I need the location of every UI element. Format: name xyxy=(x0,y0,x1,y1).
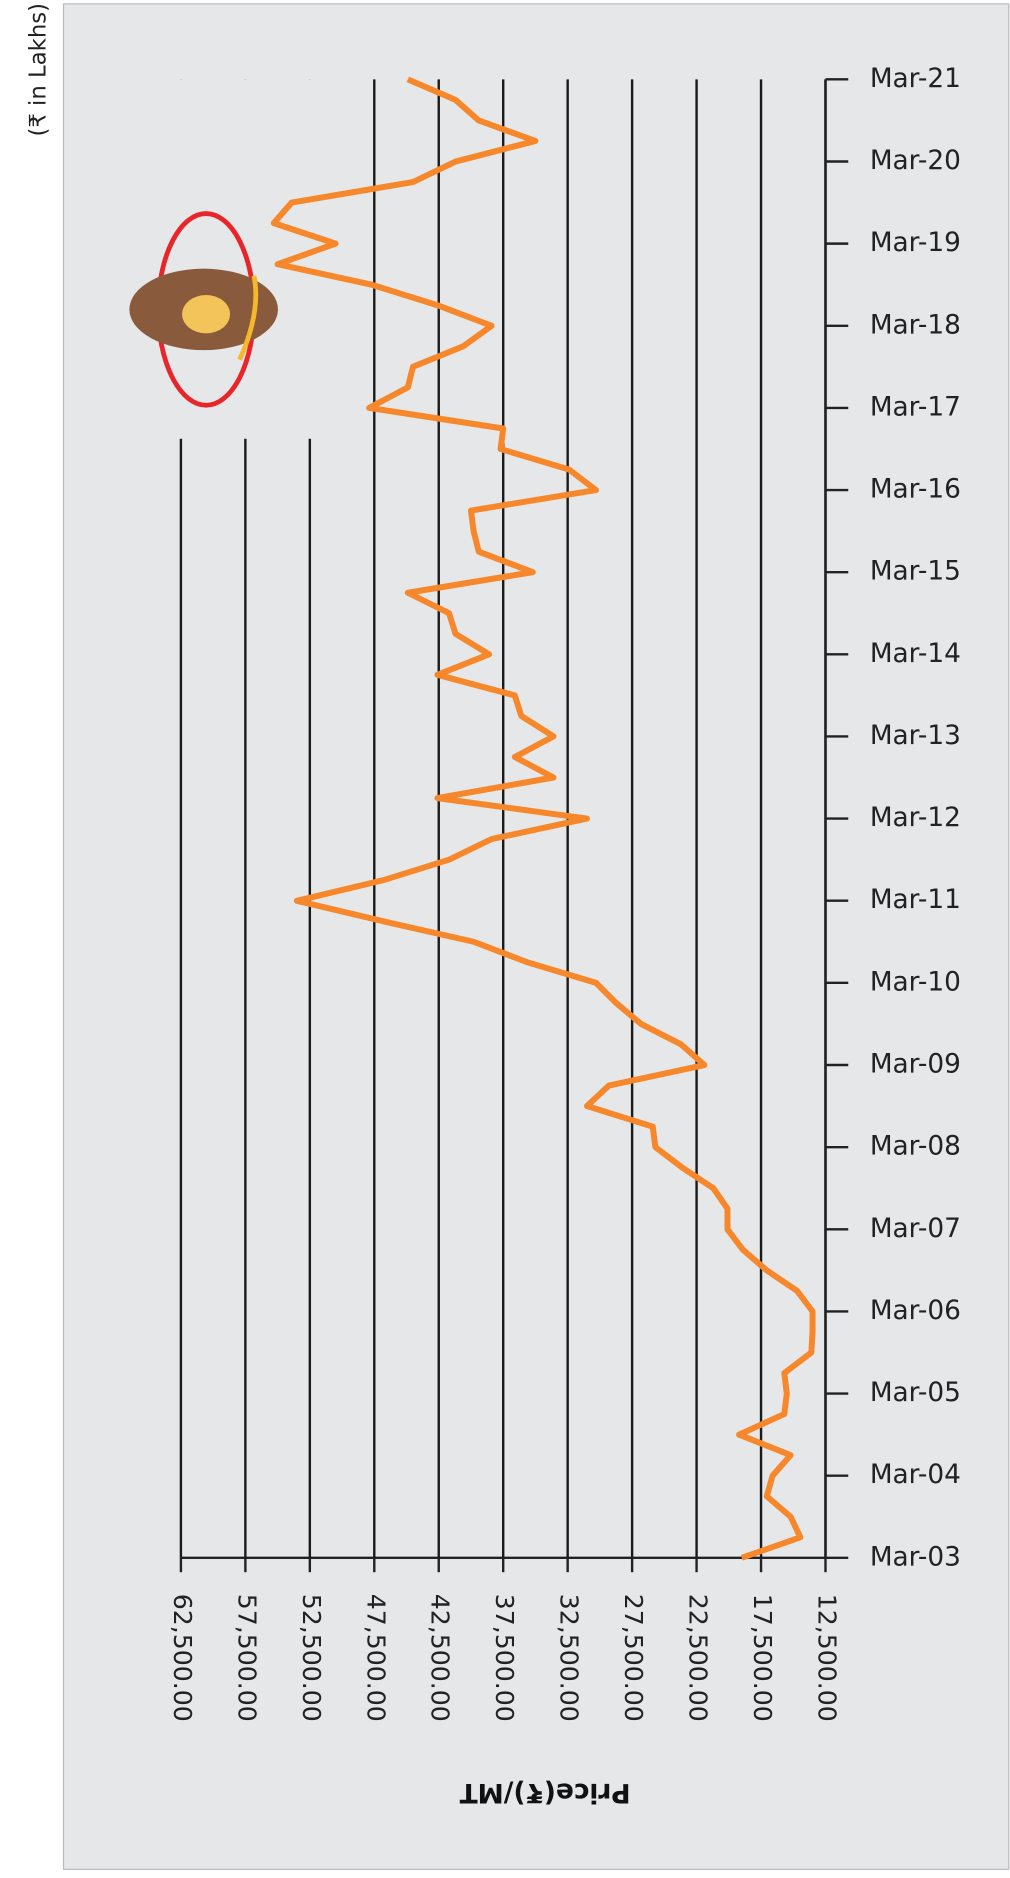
logo xyxy=(129,211,278,408)
logo-ring-front xyxy=(237,275,259,361)
x-tick-label: Mar-09 xyxy=(870,1050,961,1080)
y-tick-label: 52,500.00 xyxy=(297,1594,326,1722)
x-tick-label: Mar-06 xyxy=(870,1296,961,1326)
note: (₹ in Lakhs) xyxy=(26,3,52,137)
x-tick-label: Mar-05 xyxy=(870,1378,961,1408)
y-tick-label: 32,500.00 xyxy=(555,1594,584,1722)
logo-drop xyxy=(182,295,231,334)
y-tick-label: 12,500.00 xyxy=(812,1594,841,1722)
y-tick-label: 47,500.00 xyxy=(361,1594,390,1722)
x-tick-label: Mar-21 xyxy=(870,64,961,94)
x-tick-label: Mar-16 xyxy=(870,475,961,505)
x-tick-label: Mar-10 xyxy=(870,967,961,997)
y-tick-label: 17,500.00 xyxy=(748,1594,777,1722)
price-line xyxy=(270,76,816,1561)
y-tick-label: 57,500.00 xyxy=(232,1594,261,1722)
x-tick-label: Mar-15 xyxy=(870,557,961,587)
x-tick-label: Mar-03 xyxy=(870,1542,961,1572)
logo-area xyxy=(107,79,360,439)
axis-label: Price(₹)/MT xyxy=(460,1777,631,1807)
x-tick-label: Mar-07 xyxy=(870,1214,961,1244)
x-tick-label: Mar-04 xyxy=(870,1460,961,1490)
y-tick-label: 42,500.00 xyxy=(426,1594,455,1722)
x-tick-label: Mar-12 xyxy=(870,803,961,833)
x-tick-label: Mar-18 xyxy=(870,310,961,340)
y-tick-label: 37,500.00 xyxy=(490,1594,519,1722)
y-tick-label: 62,500.00 xyxy=(168,1594,197,1722)
x-tick-label: Mar-08 xyxy=(870,1132,961,1162)
x-tick-label: Mar-13 xyxy=(870,721,961,751)
x-tick-label: Mar-17 xyxy=(870,392,961,422)
x-tick-label: Mar-14 xyxy=(870,639,961,669)
y-tick-label: 22,500.00 xyxy=(684,1594,713,1722)
x-tick-label: Mar-19 xyxy=(870,228,961,258)
x-tick-label: Mar-11 xyxy=(870,885,961,915)
plot: 12,500.00 17,500.00 22,500.00 27,500.00 32,5… xyxy=(168,64,961,1722)
y-tick-label: 27,500.00 xyxy=(619,1594,648,1722)
x-tick-label: Mar-20 xyxy=(870,146,961,176)
